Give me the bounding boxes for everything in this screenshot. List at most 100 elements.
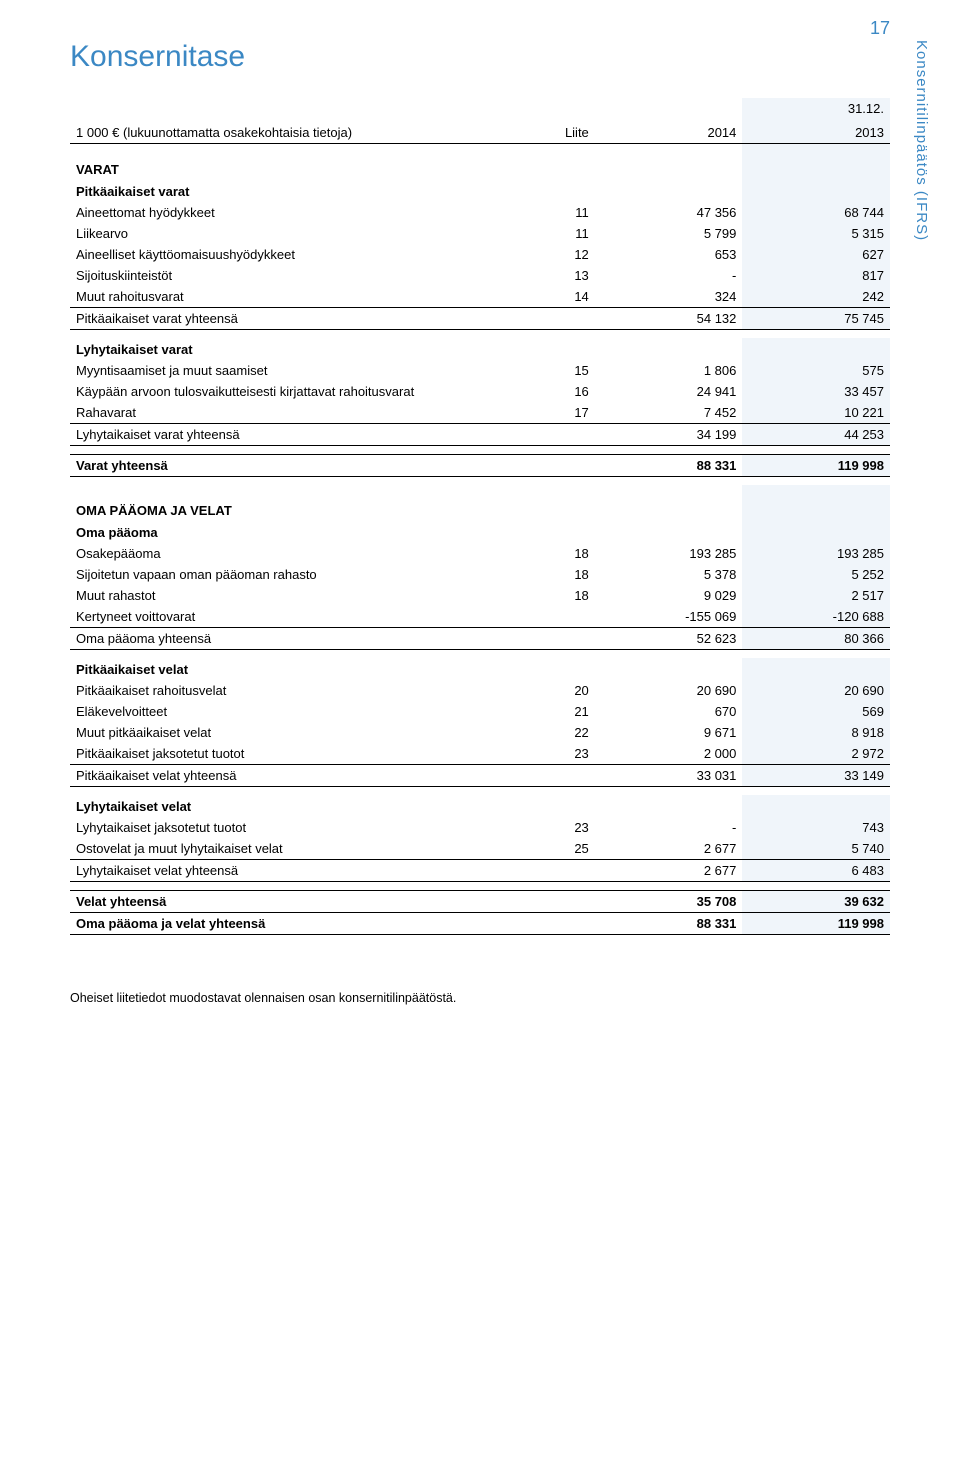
row-value-y1: 670 xyxy=(595,701,743,722)
row-value-y2: 193 285 xyxy=(742,543,890,564)
group-heading: Lyhytaikaiset velat xyxy=(70,795,496,817)
row-label: Käypään arvoon tulosvaikutteisesti kirja… xyxy=(70,381,496,402)
row-value-y1: 653 xyxy=(595,244,743,265)
row-note: 22 xyxy=(496,722,594,743)
row-note: 11 xyxy=(496,223,594,244)
grand-total-y2: 119 998 xyxy=(742,913,890,935)
row-value-y2: -120 688 xyxy=(742,606,890,628)
grand-total-label: Velat yhteensä xyxy=(70,891,496,913)
group-total-y2: 80 366 xyxy=(742,628,890,650)
page-title: Konsernitase xyxy=(70,40,890,74)
row-note: 18 xyxy=(496,564,594,585)
row-value-y1: 324 xyxy=(595,286,743,308)
row-label: Pitkäaikaiset jaksotetut tuotot xyxy=(70,743,496,765)
row-label: Muut rahoitusvarat xyxy=(70,286,496,308)
row-label: Aineettomat hyödykkeet xyxy=(70,202,496,223)
group-total-y2: 6 483 xyxy=(742,860,890,882)
grand-total-y1: 88 331 xyxy=(595,913,743,935)
row-note xyxy=(496,606,594,628)
balance-sheet-table: 31.12. 1 000 € (lukuunottamatta osakekoht… xyxy=(70,98,890,943)
group-heading: Pitkäaikaiset varat xyxy=(70,180,496,202)
row-value-y2: 2 517 xyxy=(742,585,890,606)
row-note: 25 xyxy=(496,838,594,860)
row-label: Myyntisaamiset ja muut saamiset xyxy=(70,360,496,381)
group-total-y1: 2 677 xyxy=(595,860,743,882)
row-label: Lyhytaikaiset jaksotetut tuotot xyxy=(70,817,496,838)
row-value-y1: -155 069 xyxy=(595,606,743,628)
group-total-y2: 33 149 xyxy=(742,765,890,787)
row-value-y2: 627 xyxy=(742,244,890,265)
row-value-y1: 9 029 xyxy=(595,585,743,606)
row-note: 13 xyxy=(496,265,594,286)
group-heading: Oma pääoma xyxy=(70,521,496,543)
row-value-y1: - xyxy=(595,265,743,286)
row-note: 15 xyxy=(496,360,594,381)
row-label: Sijoituskiinteistöt xyxy=(70,265,496,286)
row-value-y1: 2 000 xyxy=(595,743,743,765)
group-total-label: Pitkäaikaiset varat yhteensä xyxy=(70,308,496,330)
row-note: 21 xyxy=(496,701,594,722)
row-value-y2: 5 252 xyxy=(742,564,890,585)
row-value-y1: 2 677 xyxy=(595,838,743,860)
row-note: 14 xyxy=(496,286,594,308)
grand-total-y2: 39 632 xyxy=(742,891,890,913)
section-heading: OMA PÄÄOMA JA VELAT xyxy=(70,485,496,521)
row-value-y2: 569 xyxy=(742,701,890,722)
row-value-y2: 2 972 xyxy=(742,743,890,765)
row-value-y2: 743 xyxy=(742,817,890,838)
row-value-y1: 1 806 xyxy=(595,360,743,381)
row-label: Osakepääoma xyxy=(70,543,496,564)
footnote: Oheiset liitetiedot muodostavat olennais… xyxy=(70,991,890,1005)
row-note: 11 xyxy=(496,202,594,223)
row-value-y2: 33 457 xyxy=(742,381,890,402)
row-value-y1: 5 799 xyxy=(595,223,743,244)
group-total-y1: 33 031 xyxy=(595,765,743,787)
group-total-y1: 54 132 xyxy=(595,308,743,330)
row-label: Muut rahastot xyxy=(70,585,496,606)
row-value-y1: - xyxy=(595,817,743,838)
group-total-y1: 34 199 xyxy=(595,424,743,446)
row-note: 17 xyxy=(496,402,594,424)
row-label: Muut pitkäaikaiset velat xyxy=(70,722,496,743)
grand-total-label: Oma pääoma ja velat yhteensä xyxy=(70,913,496,935)
row-note: 20 xyxy=(496,680,594,701)
row-note: 12 xyxy=(496,244,594,265)
header-year-2: 2013 xyxy=(742,119,890,144)
row-label: Eläkevelvoitteet xyxy=(70,701,496,722)
row-value-y1: 24 941 xyxy=(595,381,743,402)
group-total-label: Lyhytaikaiset varat yhteensä xyxy=(70,424,496,446)
section-heading: VARAT xyxy=(70,144,496,181)
row-label: Ostovelat ja muut lyhytaikaiset velat xyxy=(70,838,496,860)
row-value-y1: 20 690 xyxy=(595,680,743,701)
row-label: Rahavarat xyxy=(70,402,496,424)
row-value-y2: 5 740 xyxy=(742,838,890,860)
row-value-y2: 575 xyxy=(742,360,890,381)
header-period: 31.12. xyxy=(742,98,890,119)
group-total-y1: 52 623 xyxy=(595,628,743,650)
header-units: 1 000 € (lukuunottamatta osakekohtaisia … xyxy=(70,119,496,144)
row-label: Aineelliset käyttöomaisuushyödykkeet xyxy=(70,244,496,265)
row-value-y1: 47 356 xyxy=(595,202,743,223)
row-note: 18 xyxy=(496,543,594,564)
row-value-y1: 5 378 xyxy=(595,564,743,585)
row-value-y1: 9 671 xyxy=(595,722,743,743)
group-total-label: Lyhytaikaiset velat yhteensä xyxy=(70,860,496,882)
row-note: 18 xyxy=(496,585,594,606)
header-year-1: 2014 xyxy=(595,119,743,144)
group-total-y2: 75 745 xyxy=(742,308,890,330)
group-total-label: Pitkäaikaiset velat yhteensä xyxy=(70,765,496,787)
row-value-y1: 193 285 xyxy=(595,543,743,564)
row-label: Pitkäaikaiset rahoitusvelat xyxy=(70,680,496,701)
row-note: 23 xyxy=(496,743,594,765)
row-value-y2: 817 xyxy=(742,265,890,286)
row-value-y2: 10 221 xyxy=(742,402,890,424)
grand-total-y1: 88 331 xyxy=(595,455,743,477)
row-value-y2: 20 690 xyxy=(742,680,890,701)
grand-total-y2: 119 998 xyxy=(742,455,890,477)
group-total-label: Oma pääoma yhteensä xyxy=(70,628,496,650)
row-note: 16 xyxy=(496,381,594,402)
row-label: Sijoitetun vapaan oman pääoman rahasto xyxy=(70,564,496,585)
sidebar-section-label: Konsernitilinpäätös (IFRS) xyxy=(913,40,930,241)
row-value-y2: 8 918 xyxy=(742,722,890,743)
row-note: 23 xyxy=(496,817,594,838)
